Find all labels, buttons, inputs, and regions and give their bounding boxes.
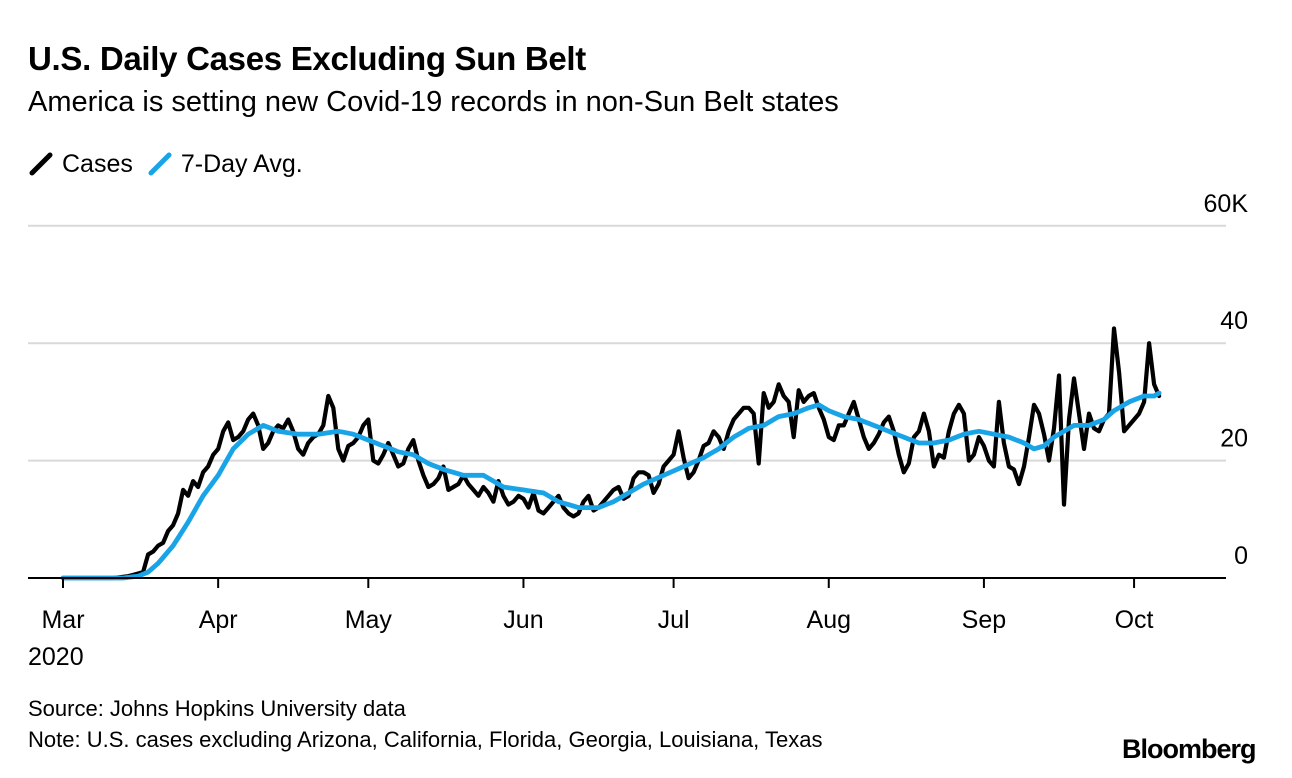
legend-label-cases: Cases xyxy=(62,149,133,178)
series-line-cases xyxy=(60,326,1162,581)
x-tick-label: Aug xyxy=(807,606,851,634)
x-tick-label: Jun xyxy=(503,606,543,634)
legend: Cases 7-Day Avg. xyxy=(28,147,317,181)
x-year-label: 2020 xyxy=(28,643,84,671)
y-tick-label: 40 xyxy=(1220,307,1248,335)
legend-item-cases: Cases xyxy=(28,150,133,179)
x-tick-label: Oct xyxy=(1115,606,1154,634)
x-tick-label: Apr xyxy=(199,606,238,634)
legend-item-avg: 7-Day Avg. xyxy=(147,150,303,179)
x-tick-label: May xyxy=(345,606,393,634)
y-tick-label: 20 xyxy=(1220,425,1248,453)
legend-swatch-cases xyxy=(29,152,53,176)
y-tick-label: 0 xyxy=(1234,542,1248,570)
x-tick-label: Jul xyxy=(658,606,690,634)
line-chart: 60K 40 20 0 Mar Apr May Jun Jul Aug Sep Oct 2020 xyxy=(28,190,1249,671)
legend-label-avg: 7-Day Avg. xyxy=(180,149,303,178)
source-note: Source: Johns Hopkins University data xyxy=(28,696,406,721)
chart-subtitle: America is setting new Covid-19 records … xyxy=(28,86,839,118)
y-tick-label: 60K xyxy=(1204,190,1249,218)
x-tick-label: Sep xyxy=(962,606,1006,634)
footnote: Note: U.S. cases excluding Arizona, Cali… xyxy=(28,727,823,752)
x-tick-label: Mar xyxy=(41,606,84,634)
series-line-7-day-avg xyxy=(60,390,1162,581)
legend-swatch-avg xyxy=(148,152,172,176)
bloomberg-logo: Bloomberg xyxy=(1122,734,1257,764)
chart-title: U.S. Daily Cases Excluding Sun Belt xyxy=(28,40,586,77)
